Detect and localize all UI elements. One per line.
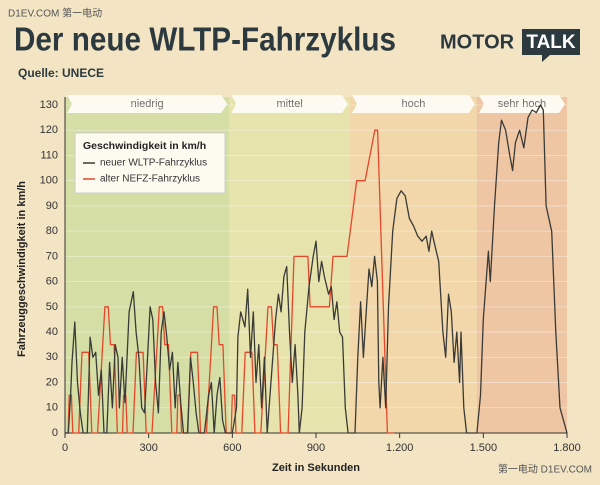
chart-title: Der neue WLTP-Fahrzyklus (14, 21, 396, 58)
logo: MOTOR TALK (440, 29, 580, 62)
y-tick-label: 20 (46, 376, 58, 388)
y-tick-label: 40 (46, 326, 58, 338)
y-axis-label: Fahrzeuggeschwindigkeit in km/h (16, 181, 28, 357)
logo-bubble (522, 29, 580, 62)
y-tick-label: 70 (46, 250, 58, 262)
watermark: D1EV.COM 第一电动 (8, 7, 102, 20)
x-tick-label: 300 (139, 442, 157, 454)
y-tick-label: 80 (46, 225, 58, 237)
legend-label: neuer WLTP-Fahrzyklus (100, 158, 207, 169)
x-tick-label: 1.800 (553, 442, 581, 454)
x-tick-label: 600 (223, 442, 241, 454)
watermark: 第一电动 D1EV.COM (498, 463, 592, 476)
y-tick-label: 100 (40, 175, 58, 187)
phase-label: sehr hoch (498, 98, 546, 110)
phase-banner (231, 95, 349, 113)
y-tick-label: 90 (46, 200, 58, 212)
chart-subtitle: Quelle: UNECE (18, 66, 104, 80)
logo-text: MOTOR (440, 31, 515, 53)
y-tick-label: 30 (46, 351, 58, 363)
logo-text: TALK (526, 32, 576, 53)
phase-label: niedrig (131, 98, 164, 110)
phase-band (350, 97, 477, 433)
phase-label: mittel (277, 98, 303, 110)
phase-label: hoch (402, 98, 426, 110)
series-line (65, 129, 395, 434)
y-tick-label: 130 (40, 99, 58, 111)
phase-banner (67, 95, 228, 113)
series-line (65, 104, 568, 434)
legend-title: Geschwindigkeit in km/h (83, 140, 206, 152)
y-tick-label: 50 (46, 301, 58, 313)
phase-band (476, 97, 567, 433)
y-tick-label: 60 (46, 276, 58, 288)
legend-box (74, 132, 226, 194)
x-tick-label: 1.500 (470, 442, 498, 454)
x-tick-label: 900 (307, 442, 325, 454)
phase-banner (478, 95, 565, 113)
x-tick-label: 0 (62, 442, 68, 454)
y-tick-label: 10 (46, 402, 58, 414)
y-tick-label: 110 (40, 149, 58, 161)
x-tick-label: 1.200 (386, 442, 414, 454)
legend-label: alter NEFZ-Fahrzyklus (100, 174, 200, 185)
y-tick-label: 0 (52, 427, 58, 439)
phase-banner (352, 95, 475, 113)
y-tick-label: 120 (40, 124, 58, 136)
x-axis-label: Zeit in Sekunden (272, 462, 360, 474)
